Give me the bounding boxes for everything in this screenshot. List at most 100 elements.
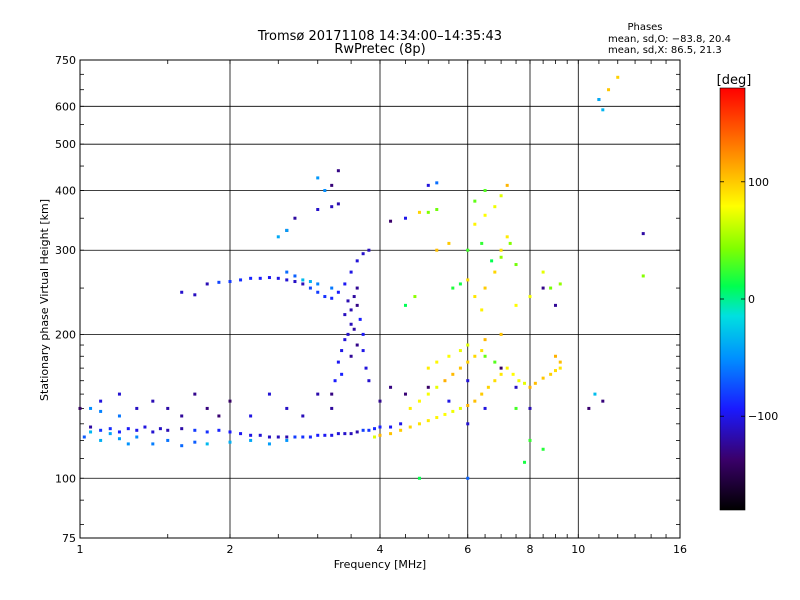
data-point bbox=[607, 88, 611, 92]
data-point bbox=[151, 399, 155, 403]
data-point bbox=[435, 208, 439, 212]
data-point bbox=[349, 322, 353, 326]
data-point bbox=[239, 432, 243, 436]
data-point bbox=[308, 435, 312, 439]
y-tick-label: 500 bbox=[55, 138, 76, 151]
data-point bbox=[180, 414, 184, 418]
data-point bbox=[483, 406, 487, 410]
data-point bbox=[330, 286, 334, 290]
data-point bbox=[553, 354, 557, 358]
data-point bbox=[480, 392, 484, 396]
data-point bbox=[373, 427, 377, 431]
data-point bbox=[239, 278, 243, 282]
data-point bbox=[316, 290, 320, 294]
data-point bbox=[340, 349, 344, 353]
data-point bbox=[352, 327, 356, 331]
data-point bbox=[483, 338, 487, 342]
data-point bbox=[447, 241, 451, 245]
data-point bbox=[349, 308, 353, 312]
data-point bbox=[343, 282, 347, 286]
data-point bbox=[117, 414, 121, 418]
data-point bbox=[258, 276, 262, 280]
data-point bbox=[336, 290, 340, 294]
data-point bbox=[493, 379, 497, 383]
data-point bbox=[323, 295, 327, 299]
data-point bbox=[333, 379, 337, 383]
chart-title: Tromsø 20171108 14:34:00–14:35:43 bbox=[257, 29, 502, 44]
data-point bbox=[451, 409, 455, 413]
data-point bbox=[228, 280, 232, 284]
data-point bbox=[493, 205, 497, 209]
x-tick-label: 2 bbox=[227, 543, 234, 556]
data-point bbox=[473, 399, 477, 403]
data-point bbox=[508, 241, 512, 245]
data-point bbox=[349, 270, 353, 274]
data-point bbox=[528, 406, 532, 410]
data-point bbox=[158, 427, 162, 431]
y-tick-label: 750 bbox=[55, 54, 76, 67]
data-point bbox=[528, 295, 532, 299]
data-point bbox=[82, 435, 86, 439]
data-point bbox=[135, 435, 139, 439]
data-point bbox=[108, 427, 112, 431]
data-point bbox=[528, 438, 532, 442]
data-point bbox=[330, 392, 334, 396]
data-point bbox=[597, 98, 601, 102]
data-point bbox=[499, 255, 503, 259]
data-point bbox=[99, 428, 103, 432]
data-point bbox=[151, 442, 155, 446]
data-point bbox=[117, 392, 121, 396]
data-point bbox=[330, 183, 334, 187]
data-point bbox=[367, 428, 371, 432]
data-point bbox=[435, 416, 439, 420]
colorbar-tick-label: 0 bbox=[748, 293, 755, 306]
data-point bbox=[499, 332, 503, 336]
data-point bbox=[180, 444, 184, 448]
data-point bbox=[249, 438, 253, 442]
data-point bbox=[426, 419, 430, 423]
data-point bbox=[330, 205, 334, 209]
colorbar-label: [deg] bbox=[717, 73, 752, 88]
data-point bbox=[514, 303, 518, 307]
data-point bbox=[180, 290, 184, 294]
data-point bbox=[473, 199, 477, 203]
data-point bbox=[143, 425, 147, 429]
data-point bbox=[505, 183, 509, 187]
colorbar-ticks: 100 0 −100 bbox=[720, 176, 778, 423]
data-point bbox=[426, 366, 430, 370]
y-tick-label: 200 bbox=[55, 328, 76, 341]
data-point bbox=[483, 354, 487, 358]
data-point bbox=[480, 241, 484, 245]
data-point bbox=[285, 435, 289, 439]
data-point bbox=[293, 216, 297, 220]
data-point bbox=[349, 354, 353, 358]
y-axis: 75 100 200 300 400 500 600 750 bbox=[55, 54, 680, 545]
data-point bbox=[417, 399, 421, 403]
data-point bbox=[301, 278, 305, 282]
data-point bbox=[316, 392, 320, 396]
data-point bbox=[352, 295, 356, 299]
y-axis-label: Stationary phase Virtual Height [km] bbox=[38, 199, 51, 401]
data-point bbox=[316, 433, 320, 437]
data-point bbox=[493, 360, 497, 364]
data-point bbox=[330, 406, 334, 410]
data-point bbox=[480, 308, 484, 312]
data-point bbox=[249, 276, 253, 280]
data-point bbox=[355, 286, 359, 290]
data-point bbox=[293, 435, 297, 439]
data-point bbox=[99, 409, 103, 413]
data-point bbox=[267, 435, 271, 439]
data-point bbox=[587, 406, 591, 410]
data-point bbox=[447, 354, 451, 358]
data-point bbox=[466, 379, 470, 383]
data-point bbox=[403, 216, 407, 220]
data-point bbox=[108, 432, 112, 436]
data-point bbox=[346, 299, 350, 303]
data-point bbox=[466, 278, 470, 282]
data-point bbox=[285, 406, 289, 410]
data-point bbox=[285, 270, 289, 274]
data-point bbox=[514, 406, 518, 410]
data-point bbox=[205, 282, 209, 286]
data-point bbox=[205, 406, 209, 410]
